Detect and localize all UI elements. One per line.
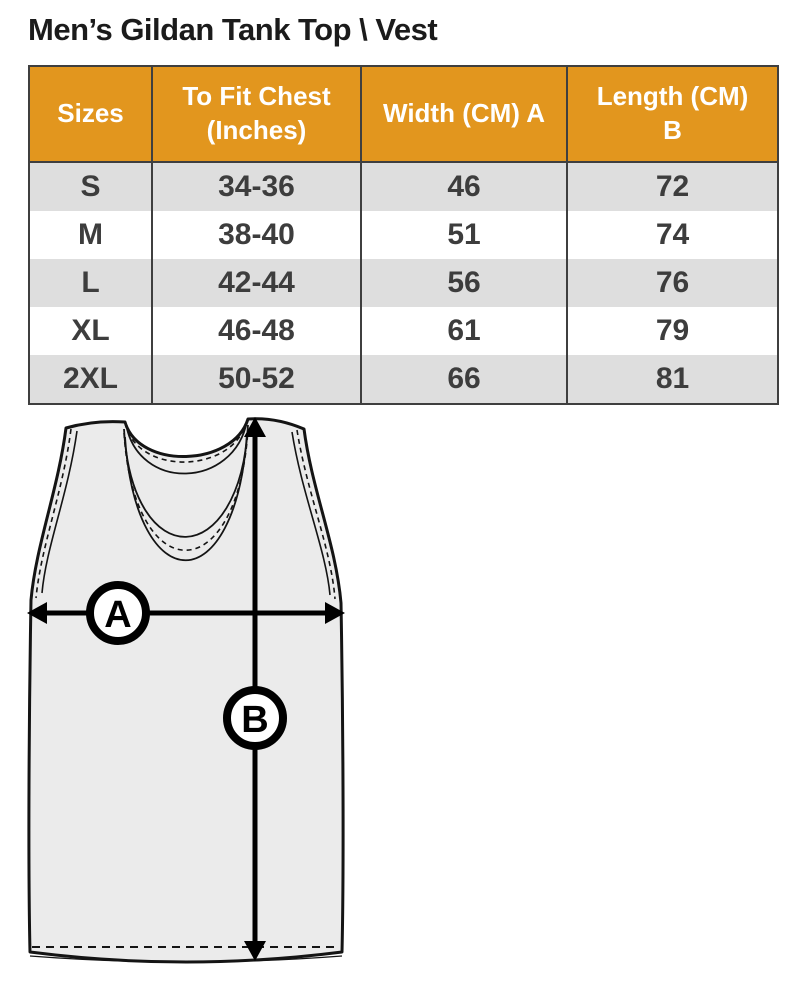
- column-header-length: Length (CM) B: [568, 65, 779, 163]
- size-cell: L: [28, 259, 153, 307]
- table-row: L 42-44 56 76: [28, 259, 779, 307]
- length-label: B: [241, 699, 268, 741]
- front-neckband-inner-edge: [124, 432, 248, 561]
- size-cell: S: [28, 163, 153, 211]
- width-cell: 46: [362, 163, 568, 211]
- length-label-badge: B: [223, 686, 287, 750]
- header-line: To Fit Chest: [182, 81, 331, 112]
- table-row: 2XL 50-52 66 81: [28, 355, 779, 405]
- header-line: (Inches): [206, 115, 307, 145]
- chest-cell: 38-40: [153, 211, 362, 259]
- chest-cell: 42-44: [153, 259, 362, 307]
- chest-cell: 50-52: [153, 355, 362, 405]
- right-armhole-edge: [291, 431, 331, 596]
- length-cell: 72: [568, 163, 779, 211]
- length-cell: 81: [568, 355, 779, 405]
- left-armhole-stitch: [35, 428, 72, 599]
- size-cell: XL: [28, 307, 153, 355]
- length-cell: 79: [568, 307, 779, 355]
- column-header-chest: To Fit Chest (Inches): [153, 65, 362, 163]
- right-armhole-stitch: [296, 429, 336, 600]
- size-chart-table: Sizes To Fit Chest (Inches) Width (CM) A…: [28, 65, 779, 405]
- front-neck-edge: [123, 424, 249, 538]
- width-cell: 56: [362, 259, 568, 307]
- left-armhole-edge: [41, 430, 78, 594]
- size-cell: 2XL: [28, 355, 153, 405]
- column-header-sizes: Sizes: [28, 65, 153, 163]
- table-row: S 34-36 46 72: [28, 163, 779, 211]
- tank-top-diagram: A B: [27, 417, 345, 964]
- header-line: Sizes: [57, 98, 124, 129]
- size-cell: M: [28, 211, 153, 259]
- chest-cell: 46-48: [153, 307, 362, 355]
- page-title: Men’s Gildan Tank Top \ Vest: [28, 12, 438, 47]
- back-neckband-edge: [125, 420, 248, 475]
- header-line: Length (CM): [596, 81, 749, 112]
- column-header-width: Width (CM) A: [362, 65, 568, 163]
- width-label: A: [104, 594, 131, 636]
- length-cell: 74: [568, 211, 779, 259]
- back-neckband-stitch: [124, 419, 248, 463]
- chest-cell: 34-36: [153, 163, 362, 211]
- width-label-badge: A: [86, 581, 150, 645]
- length-cell: 76: [568, 259, 779, 307]
- width-cell: 61: [362, 307, 568, 355]
- width-cell: 66: [362, 355, 568, 405]
- tank-outline: [27, 417, 345, 964]
- table-row: XL 46-48 61 79: [28, 307, 779, 355]
- table-row: M 38-40 51 74: [28, 211, 779, 259]
- width-cell: 51: [362, 211, 568, 259]
- hem-inner-edge: [29, 955, 343, 963]
- header-line: Width (CM) A: [383, 98, 545, 129]
- header-row: Sizes To Fit Chest (Inches) Width (CM) A…: [28, 65, 779, 163]
- header-line: B: [663, 115, 682, 145]
